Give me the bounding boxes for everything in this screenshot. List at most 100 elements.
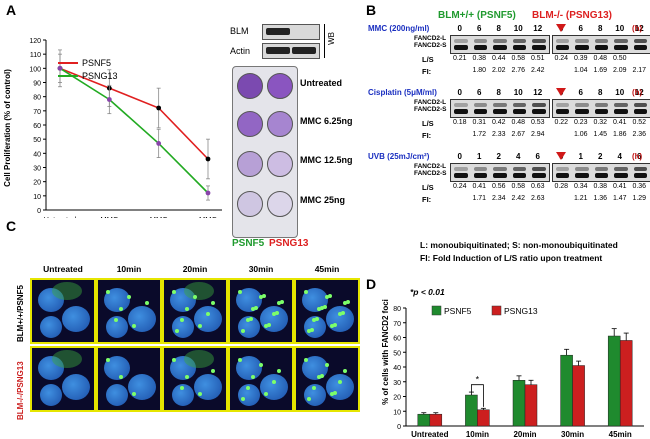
fancd2-focus [280,300,284,304]
panel-label-d: D [366,276,377,292]
fancd2-focus [320,374,324,378]
hour-unit-label: (h) [632,152,643,161]
fancd2-focus [241,329,245,333]
fi-value: 2.42 [530,67,545,74]
band-label: FANCD2-S [414,106,447,113]
plate-well [237,73,263,99]
fi-value: 1.36 [593,195,608,202]
ls-value: 0.48 [593,55,608,62]
c-col-header: Untreated [43,264,83,274]
chart-d-ytick-label: 60 [393,336,401,343]
band-s [594,109,608,114]
fi-value: 2.33 [491,131,506,138]
c-row-label-bottom-wrap: BLM-/-/PSNG13 [16,354,30,420]
fancd2-focus [180,386,184,390]
band-s [473,173,487,178]
chart-d-sig-star: * [476,375,480,385]
fi-row-label: FI: [422,67,432,76]
chart-d-bar [429,413,443,427]
timepoint-label: 4 [617,152,622,161]
nucleus [62,306,90,332]
blot-strip [551,99,650,118]
band-s [532,45,546,50]
fancd2-focus [277,369,281,373]
fi-value: 1.72 [472,131,487,138]
plate-bottom-psng13: PSNG13 [269,238,309,249]
legend-psng13: PSNG13 [82,71,118,81]
band-s [454,109,468,114]
ls-value: 0.41 [612,183,627,190]
band-l [614,167,628,171]
ls-value: 0.24 [554,55,569,62]
fancd2-focus [341,311,345,315]
band-s [493,109,507,114]
fancd2-focus [325,295,329,299]
blot-strip [551,35,650,54]
band-l [532,39,546,43]
band-l [512,103,526,107]
timepoint-label: 0 [457,152,462,161]
fancd2-focus [307,329,311,333]
chart-d-ytick-label: 50 [393,350,401,357]
band-l [493,103,507,107]
band-s [532,109,546,114]
band-label: FANCD2-S [414,170,447,177]
band-s [594,173,608,178]
chart-a-series-line [59,67,209,194]
band-s [473,109,487,114]
fancd2-focus [304,358,308,362]
ls-value: 0.42 [491,119,506,126]
chart-d-bar [607,335,621,427]
timepoint-label: 12 [533,24,543,33]
plate-label-mmc-25: MMC 25ng [300,195,345,205]
ls-value: 0.58 [511,55,526,62]
fancd2-focus [198,392,202,396]
band-l [594,167,608,171]
fancd2-focus [127,295,131,299]
band-s [454,45,468,50]
fancd2-focus [310,328,314,332]
plate-well [237,191,263,217]
plate-well [267,151,293,177]
ls-value: 0.41 [612,119,627,126]
fancd2-focus [145,301,149,305]
fancd2-focus [330,392,334,396]
treatment-label: UVB (25mJ/cm²) [368,152,430,161]
fancd2-focus [338,312,342,316]
fancd2-focus [328,294,332,298]
band-l [594,39,608,43]
timepoint-label: 8 [496,24,501,33]
chart-d-ytick-label: 0 [397,424,401,431]
ls-value: 0.48 [511,119,526,126]
microscopy-image [162,278,228,344]
band-l [614,39,628,43]
fancd2-focus [193,295,197,299]
band-l [575,103,589,107]
separator-marker [555,88,566,96]
blot-strip [450,163,550,182]
chart-a-ytick-label: 80 [33,95,41,102]
chart-a-ytick-label: 40 [33,151,41,158]
band-s [493,45,507,50]
nucleus [194,306,222,332]
fancd2-focus [343,369,347,373]
hour-unit-label: (h) [632,88,643,97]
chart-a-legend: PSNF5 PSNG13 [58,58,118,81]
fancd2-western-blots: MMC (200ng/ml) 0 6 8 10 12 0 6 8 10 12 (h) FANCD2-L F… [366,24,650,224]
fancd2-focus [277,301,281,305]
nucleus [260,306,288,332]
fi-value: 1.06 [573,131,588,138]
actin-band-1 [266,47,290,54]
fi-value: 1.86 [612,131,627,138]
chart-d-ytick-label: 30 [393,380,401,387]
nucleus [38,288,64,312]
microscopy-image [228,346,294,412]
fancd2-focus [346,300,350,304]
band-s [454,173,468,178]
nucleus [326,374,354,400]
ls-value: 0.38 [472,55,487,62]
nucleus [194,374,222,400]
chart-a-point [205,190,211,196]
band-l [633,39,647,43]
nucleus [106,384,128,406]
